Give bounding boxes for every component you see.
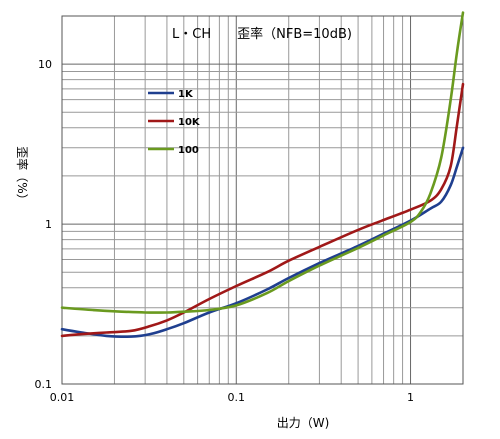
legend-label-10k: 10K <box>178 117 201 128</box>
chart-title: L・CH 歪率（NFB=10dB) <box>172 26 352 42</box>
legend: 1K 10K 100 <box>148 89 201 156</box>
legend-label-100: 100 <box>178 145 199 156</box>
legend-label-1k: 1K <box>178 89 194 100</box>
x-axis-label: 出力（W) <box>277 416 330 430</box>
series-line-1k <box>60 146 465 338</box>
y-axis-label: 歪率（%） <box>15 146 30 205</box>
series-line-10k <box>60 82 465 338</box>
y-tick-label: 10 <box>38 58 52 71</box>
plot-frame <box>61 15 464 385</box>
series-layer <box>60 11 465 338</box>
grid-lines <box>62 16 463 384</box>
y-tick-label: 1 <box>45 218 52 231</box>
x-tick-label: 1 <box>407 391 414 404</box>
series-line-100 <box>60 11 465 314</box>
y-tick-label: 0.1 <box>35 378 53 391</box>
x-tick-label: 0.1 <box>228 391 246 404</box>
x-tick-label: 0.01 <box>50 391 75 404</box>
